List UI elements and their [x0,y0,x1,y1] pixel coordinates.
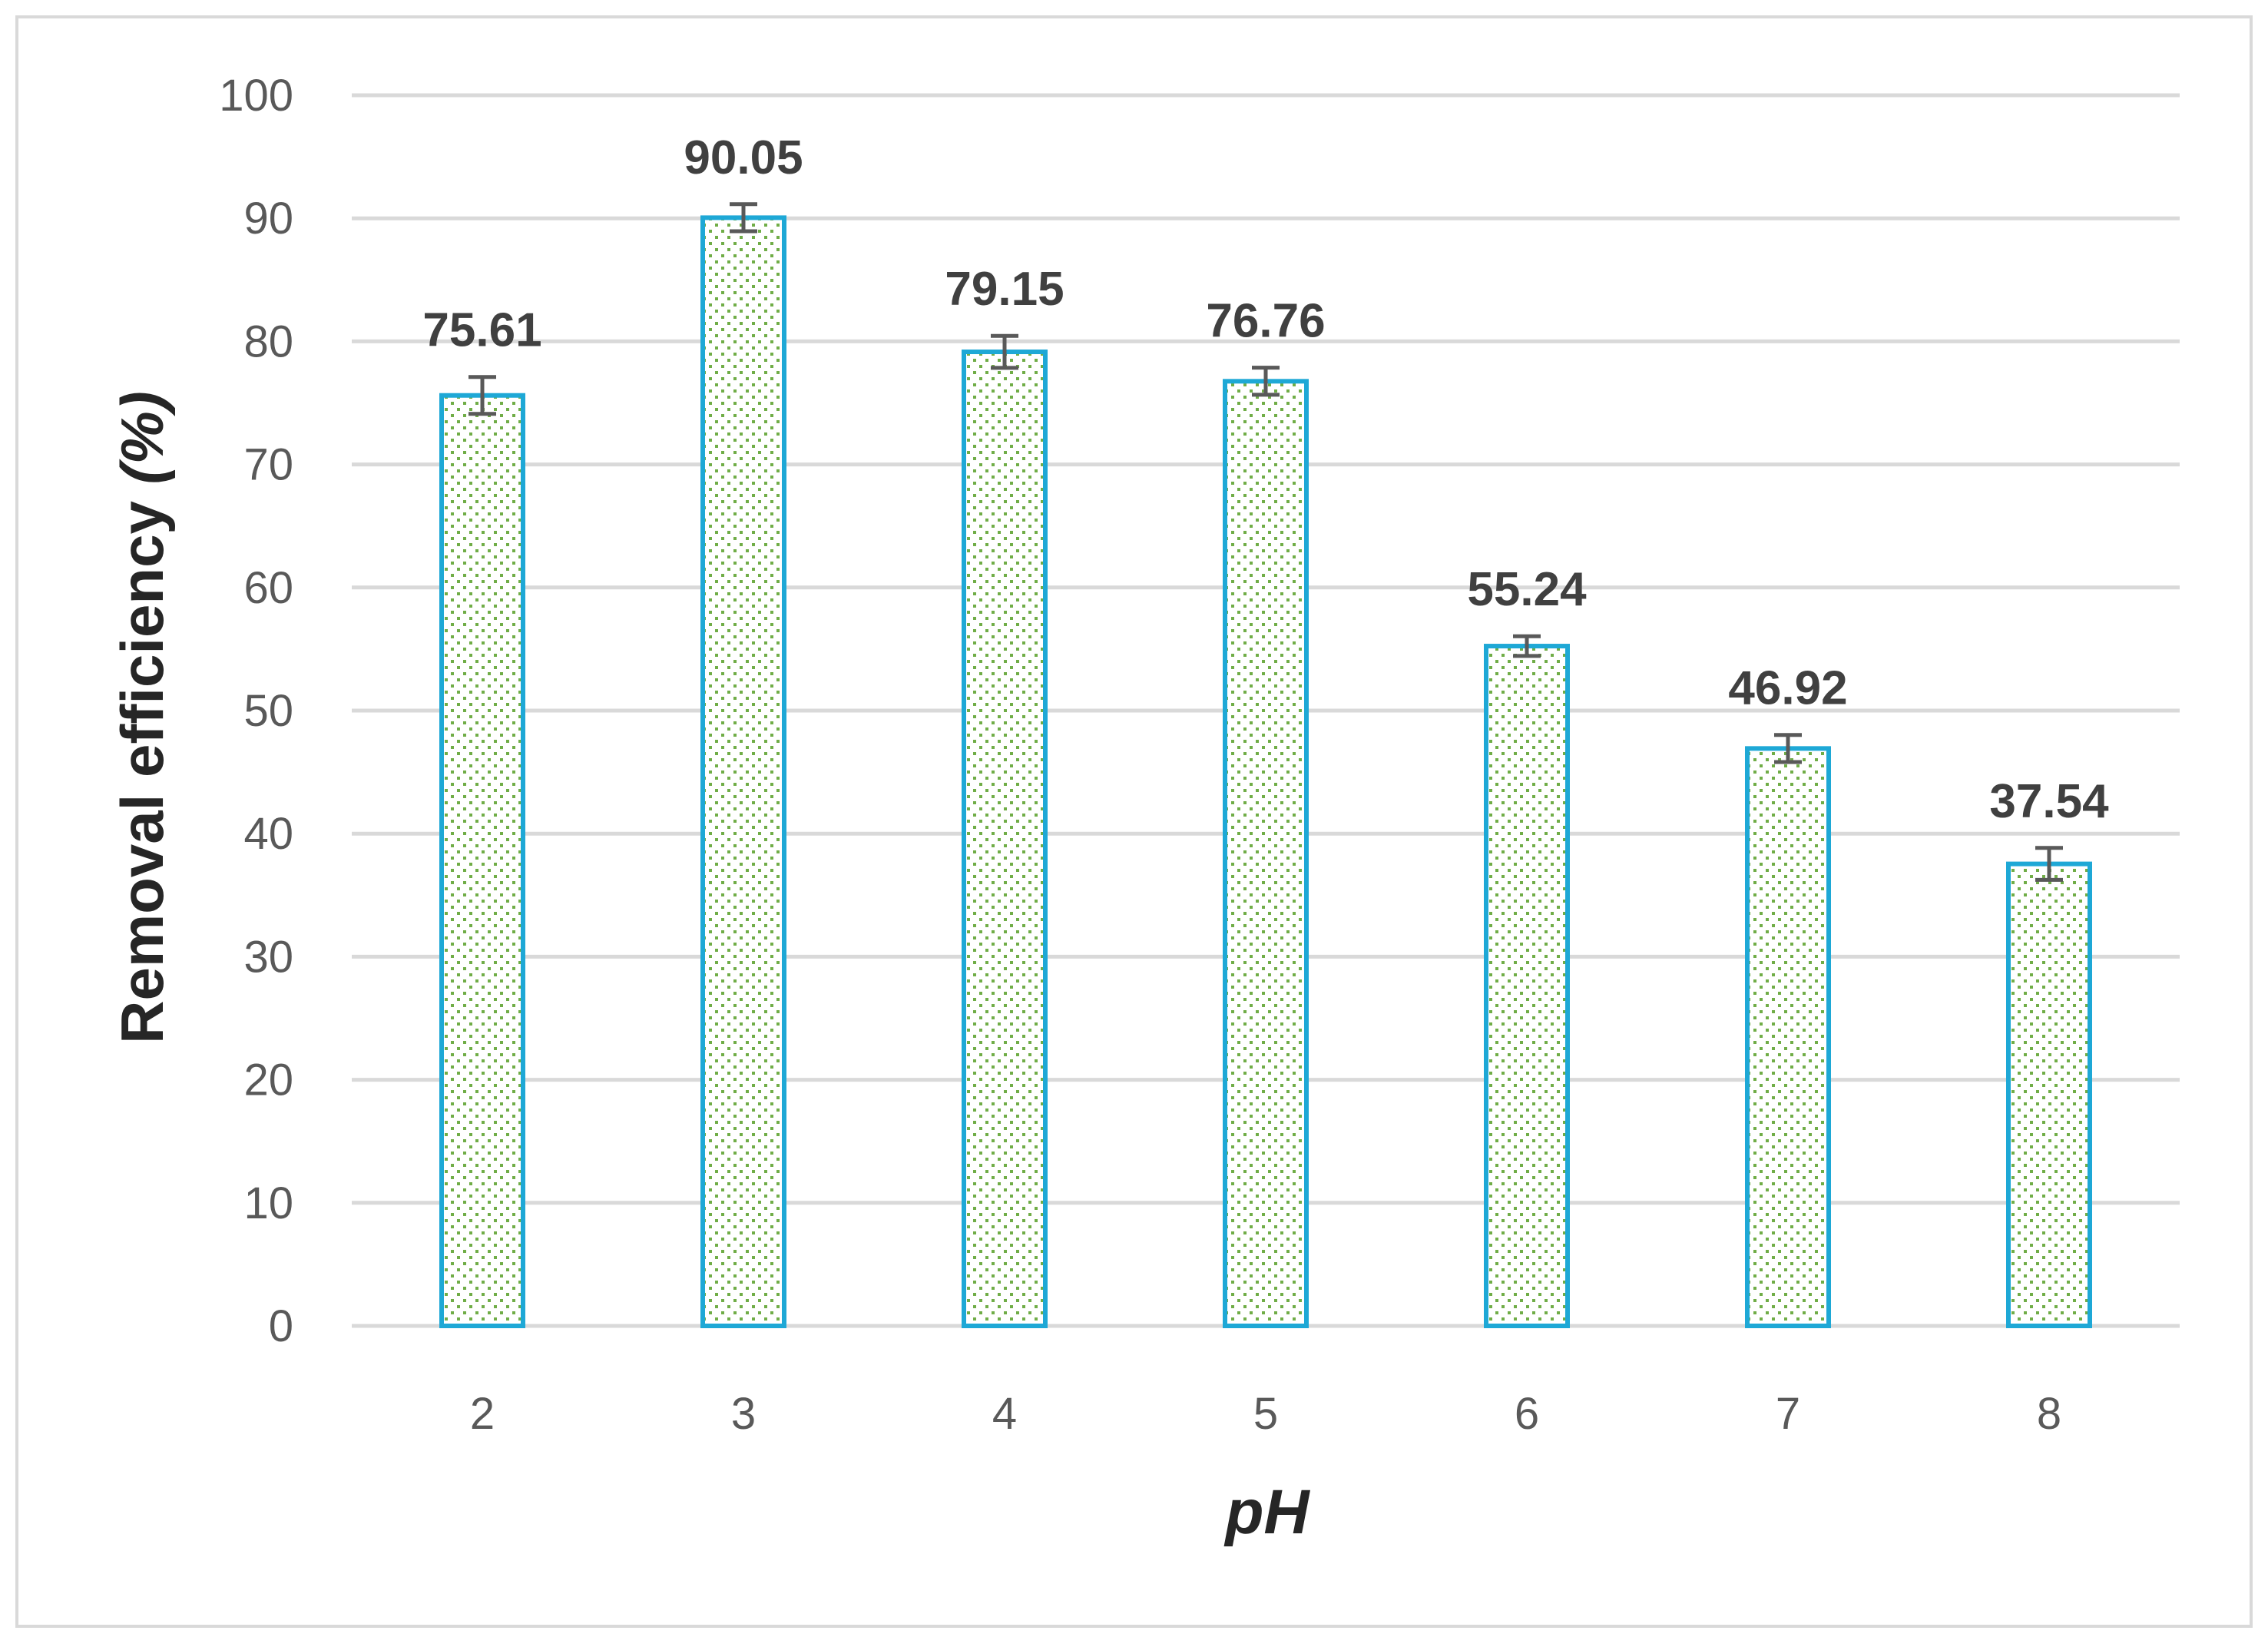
y-tick-label: 90 [243,194,293,244]
x-tick-label: 5 [1253,1389,1278,1439]
error-bars [468,202,2063,882]
x-tick-label: 3 [731,1389,756,1439]
y-tick-label: 70 [243,440,293,490]
x-tick-label: 2 [470,1389,495,1439]
data-label: 90.05 [684,131,803,184]
y-tick-label: 30 [243,932,293,982]
x-tick-label: 6 [1515,1389,1539,1439]
bar [1745,746,1831,1328]
data-labels: 75.61 90.05 79.15 76.76 55.24 46.92 37.54 [422,131,2109,828]
y-axis-ticks: 0 10 20 30 40 50 60 70 80 90 100 [219,71,293,1351]
bar [700,215,786,1328]
data-label: 75.61 [422,304,541,357]
chart-frame [15,15,2253,1628]
bar [2006,861,2092,1329]
data-label: 76.76 [1206,295,1325,348]
y-tick-label: 100 [219,71,293,121]
x-axis-title: pH [1223,1477,1310,1547]
y-tick-label: 50 [243,686,293,736]
y-tick-label: 80 [243,316,293,366]
bar [962,350,1048,1329]
y-tick-label: 40 [243,809,293,859]
x-tick-label: 7 [1776,1389,1800,1439]
bar [1223,379,1309,1328]
y-tick-label: 20 [243,1055,293,1105]
data-label: 37.54 [1989,775,2109,828]
y-axis-title-unit: (%) [108,391,176,484]
y-tick-label: 0 [269,1301,293,1351]
data-label: 55.24 [1467,563,1587,616]
x-tick-label: 4 [992,1389,1017,1439]
data-label: 79.15 [945,263,1064,316]
y-axis-title: Removal efficiency (%) [108,391,176,1044]
data-label: 46.92 [1728,662,1847,715]
bar [439,393,525,1328]
y-tick-label: 60 [243,563,293,613]
bars [439,215,2092,1329]
y-tick-label: 10 [243,1178,293,1228]
x-axis-ticks: 2 3 4 5 6 7 8 [470,1389,2061,1439]
bar [1484,644,1570,1328]
x-tick-label: 8 [2037,1389,2061,1439]
y-axis-title-main: Removal efficiency [108,484,176,1043]
